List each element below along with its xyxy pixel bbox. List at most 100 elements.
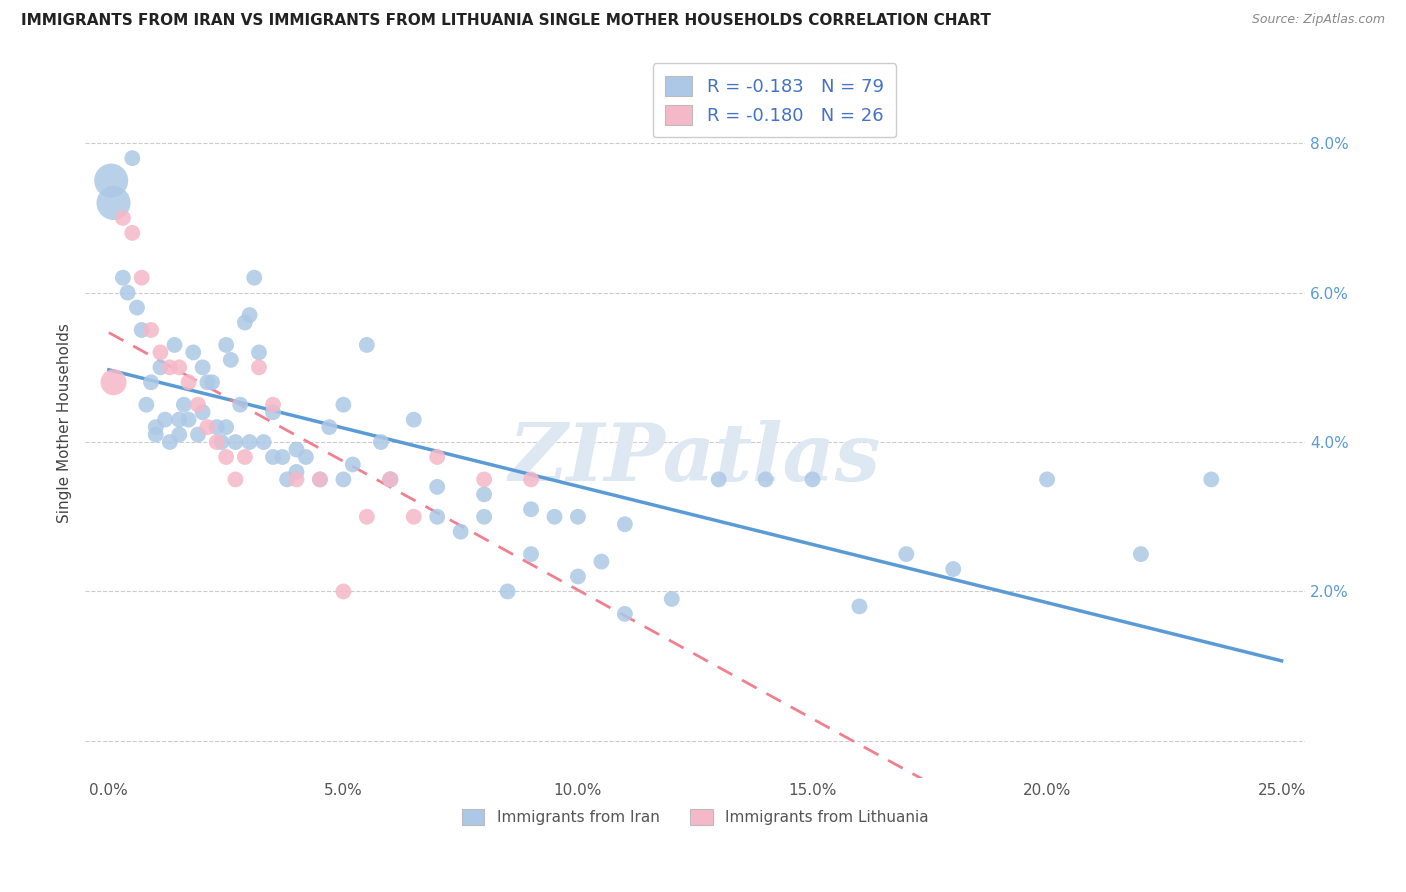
Point	[896, 547, 918, 561]
Point	[215, 420, 238, 434]
Point	[426, 480, 449, 494]
Point	[103, 196, 125, 211]
Point	[159, 360, 181, 375]
Point	[707, 472, 730, 486]
Point	[131, 323, 153, 337]
Point	[121, 151, 143, 165]
Point	[167, 427, 190, 442]
Point	[472, 509, 495, 524]
Point	[253, 435, 276, 450]
Point	[111, 211, 134, 225]
Point	[173, 398, 195, 412]
Point	[342, 458, 364, 472]
Point	[201, 376, 224, 390]
Point	[215, 338, 238, 352]
Point	[215, 450, 238, 464]
Point	[149, 360, 172, 375]
Point	[191, 360, 214, 375]
Point	[1036, 472, 1059, 486]
Point	[271, 450, 294, 464]
Point	[332, 398, 354, 412]
Point	[205, 435, 228, 450]
Point	[167, 360, 190, 375]
Point	[755, 472, 778, 486]
Point	[159, 435, 181, 450]
Point	[139, 323, 162, 337]
Point	[285, 465, 308, 479]
Point	[426, 450, 449, 464]
Point	[205, 420, 228, 434]
Point	[332, 584, 354, 599]
Point	[472, 487, 495, 501]
Point	[356, 338, 378, 352]
Point	[543, 509, 565, 524]
Point	[247, 345, 270, 359]
Point	[450, 524, 472, 539]
Text: Source: ZipAtlas.com: Source: ZipAtlas.com	[1251, 13, 1385, 27]
Point	[135, 398, 157, 412]
Point	[370, 435, 392, 450]
Point	[103, 376, 125, 390]
Point	[402, 412, 425, 426]
Point	[942, 562, 965, 576]
Point	[285, 442, 308, 457]
Text: ZIPatlas: ZIPatlas	[509, 420, 882, 498]
Point	[191, 405, 214, 419]
Point	[111, 270, 134, 285]
Point	[661, 591, 683, 606]
Point	[1129, 547, 1152, 561]
Point	[177, 376, 200, 390]
Point	[177, 412, 200, 426]
Point	[318, 420, 340, 434]
Point	[332, 472, 354, 486]
Point	[224, 472, 246, 486]
Point	[219, 352, 242, 367]
Point	[125, 301, 148, 315]
Point	[1199, 472, 1222, 486]
Point	[567, 569, 589, 583]
Point	[117, 285, 139, 300]
Point	[262, 398, 284, 412]
Point	[239, 435, 262, 450]
Point	[472, 472, 495, 486]
Point	[591, 555, 613, 569]
Point	[380, 472, 402, 486]
Point	[181, 345, 204, 359]
Point	[239, 308, 262, 322]
Point	[309, 472, 332, 486]
Point	[224, 435, 246, 450]
Point	[121, 226, 143, 240]
Point	[567, 509, 589, 524]
Point	[356, 509, 378, 524]
Point	[380, 472, 402, 486]
Point	[309, 472, 332, 486]
Text: IMMIGRANTS FROM IRAN VS IMMIGRANTS FROM LITHUANIA SINGLE MOTHER HOUSEHOLDS CORRE: IMMIGRANTS FROM IRAN VS IMMIGRANTS FROM …	[21, 13, 991, 29]
Point	[295, 450, 318, 464]
Point	[247, 360, 270, 375]
Point	[262, 405, 284, 419]
Y-axis label: Single Mother Households: Single Mother Households	[58, 324, 72, 524]
Point	[145, 420, 167, 434]
Point	[163, 338, 186, 352]
Point	[262, 450, 284, 464]
Legend: Immigrants from Iran, Immigrants from Lithuania: Immigrants from Iran, Immigrants from Li…	[453, 799, 938, 834]
Point	[243, 270, 266, 285]
Point	[195, 420, 218, 434]
Point	[285, 472, 308, 486]
Point	[233, 316, 256, 330]
Point	[153, 412, 176, 426]
Point	[100, 173, 122, 187]
Point	[187, 398, 209, 412]
Point	[187, 427, 209, 442]
Point	[520, 502, 543, 516]
Point	[209, 435, 232, 450]
Point	[139, 376, 162, 390]
Point	[613, 517, 636, 532]
Point	[801, 472, 824, 486]
Point	[229, 398, 252, 412]
Point	[380, 472, 402, 486]
Point	[520, 547, 543, 561]
Point	[167, 412, 190, 426]
Point	[496, 584, 519, 599]
Point	[195, 376, 218, 390]
